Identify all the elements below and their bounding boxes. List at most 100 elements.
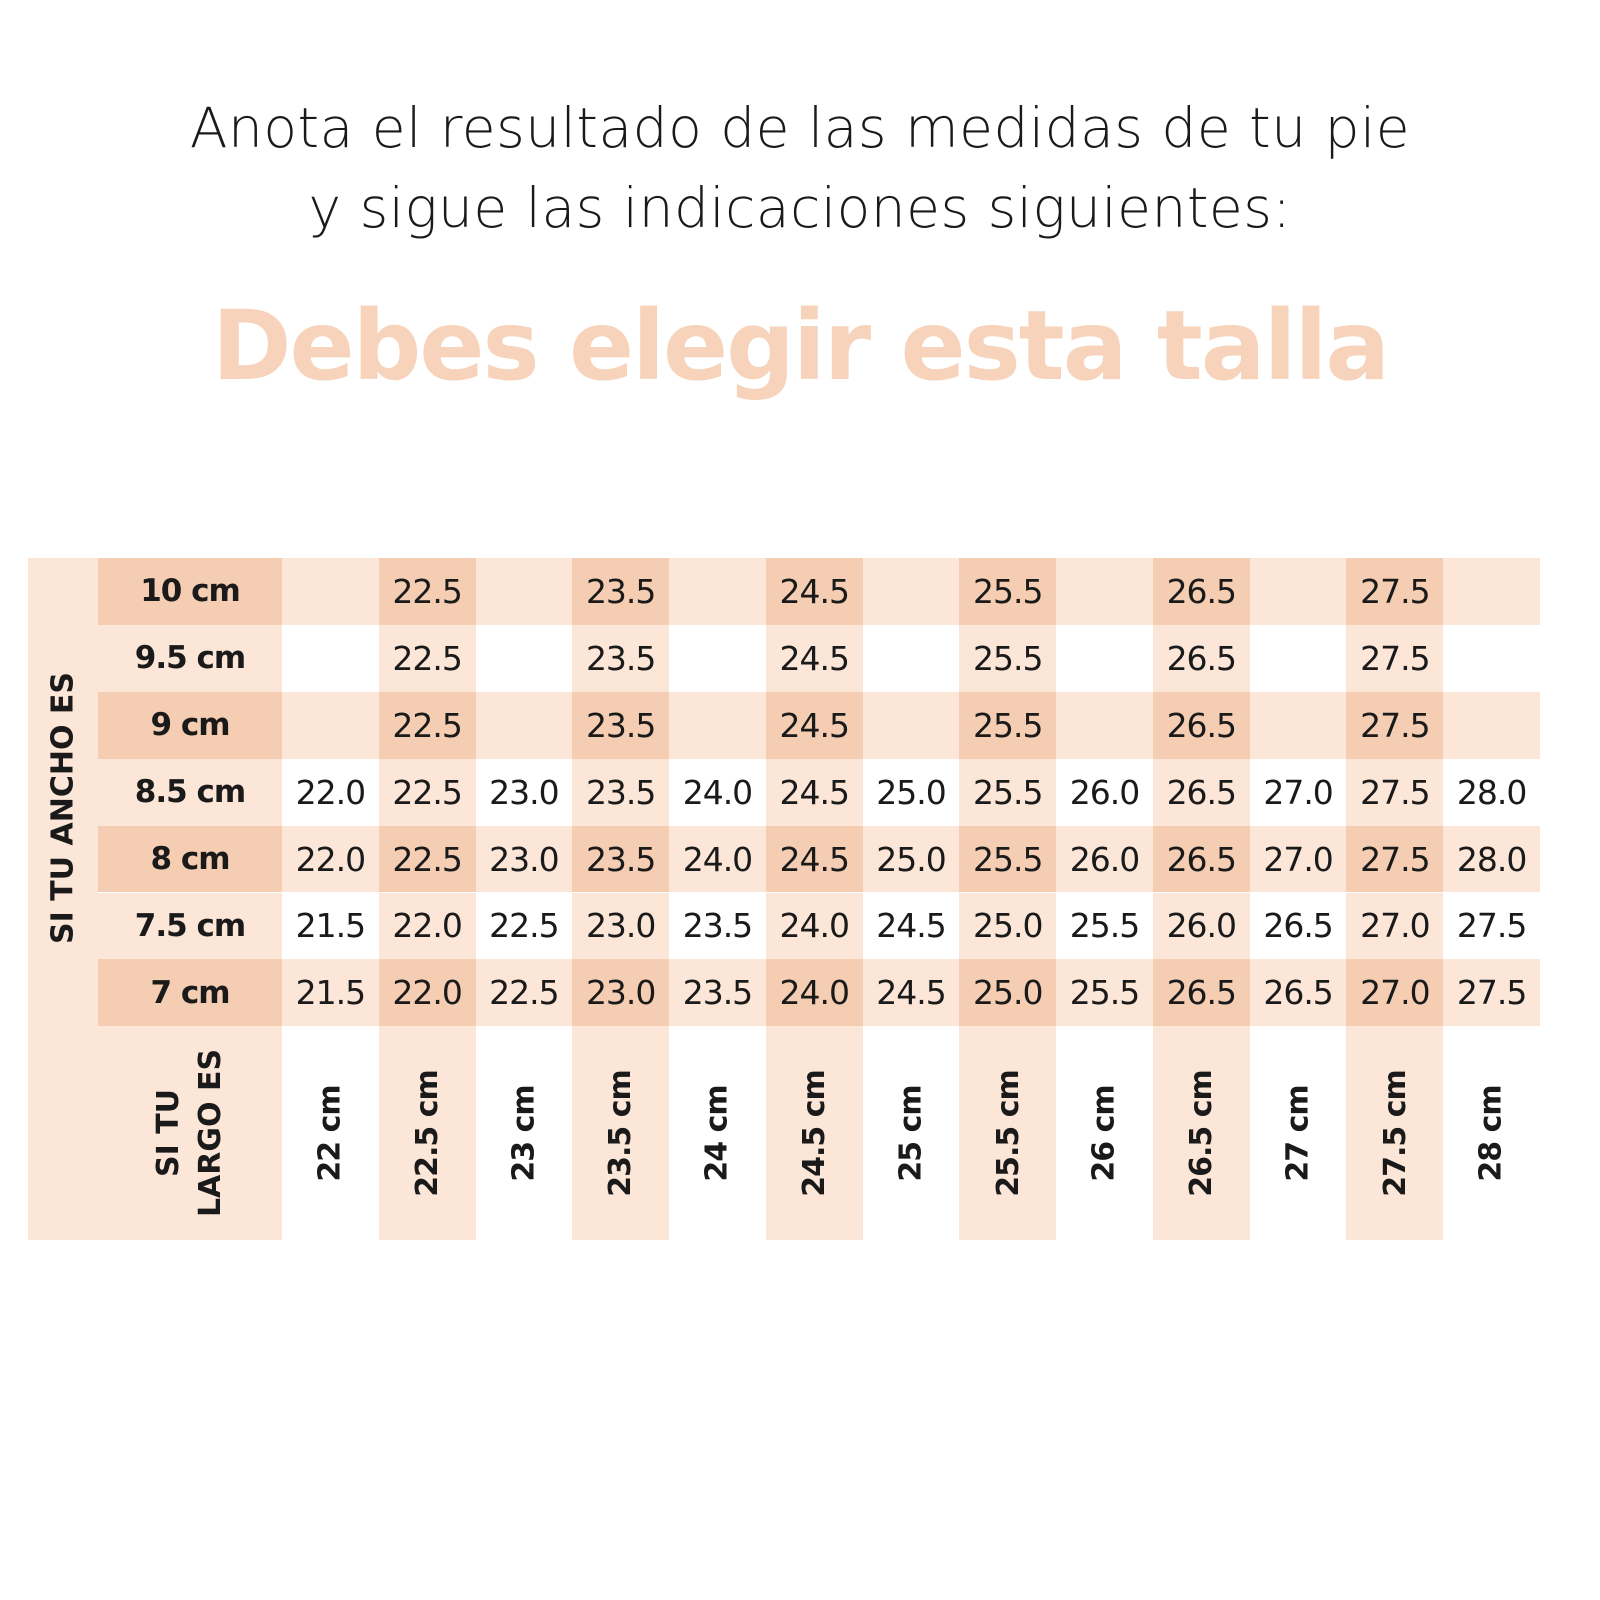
size-cell: 26.5 [1249,892,1347,960]
size-cell [1056,558,1153,625]
size-cell: 24.5 [765,825,863,893]
size-cell [1249,558,1347,625]
intro-line-2: y sigue las indicaciones siguientes: [308,176,1292,240]
size-cell: 23.0 [475,825,573,893]
size-cell: 22.5 [475,959,573,1027]
column-header-length: 28 cm [1443,1026,1540,1241]
size-cell: 27.5 [1346,558,1444,625]
column-header-length: 25.5 cm [959,1026,1057,1241]
size-cell [862,624,960,692]
column-header-length: 23.5 cm [572,1026,670,1241]
size-cell: 25.5 [959,691,1057,759]
size-cell: 22.0 [378,892,476,960]
size-cell: 22.0 [378,959,476,1027]
length-axis-label-text: SI TU LARGO ES [148,1049,232,1217]
size-cell: 25.5 [959,758,1057,826]
size-cell [282,558,379,625]
length-label: 28 cm [1474,1085,1510,1182]
size-cell: 26.5 [1249,959,1347,1027]
size-cell [862,691,960,759]
size-cell: 27.0 [1346,959,1444,1027]
size-cell: 27.0 [1249,758,1347,826]
size-cell [475,691,573,759]
length-label: 23.5 cm [603,1070,639,1197]
size-cell: 25.5 [959,624,1057,692]
width-axis-label: SI TU ANCHO ES [28,558,98,1240]
intro-text: Anota el resultado de las medidas de tu … [0,88,1600,248]
size-cell: 26.5 [1152,691,1250,759]
size-cell [475,624,573,692]
length-label: 22 cm [312,1085,348,1182]
length-label: 22.5 cm [409,1070,445,1197]
size-cell: 23.5 [572,624,670,692]
size-cell: 26.5 [1152,959,1250,1027]
size-cell: 22.5 [378,558,476,625]
size-cell: 27.5 [1346,825,1444,893]
size-cell: 25.5 [959,558,1057,625]
size-cell: 23.5 [572,558,670,625]
size-cell: 21.5 [282,959,379,1027]
intro-line-1: Anota el resultado de las medidas de tu … [189,96,1411,160]
size-cell: 24.5 [765,691,863,759]
length-label: 24 cm [699,1085,735,1182]
size-cell: 25.5 [1056,959,1153,1027]
column-header-length: 27 cm [1249,1026,1347,1241]
size-cell: 24.0 [669,758,766,826]
length-label: 24.5 cm [796,1070,832,1197]
headline: Debes elegir esta talla [211,290,1390,402]
size-cell: 26.0 [1056,825,1153,893]
size-cell: 22.5 [378,691,476,759]
size-cell: 27.5 [1346,758,1444,826]
size-cell: 26.0 [1056,758,1153,826]
length-label: 26.5 cm [1183,1070,1219,1197]
size-cell: 24.5 [862,892,960,960]
size-cell: 26.5 [1152,758,1250,826]
size-cell [1056,691,1153,759]
size-cell: 22.5 [378,758,476,826]
size-cell: 24.5 [765,758,863,826]
size-cell [282,624,379,692]
length-label: 26 cm [1087,1085,1123,1182]
size-cell: 24.5 [862,959,960,1027]
size-cell: 23.5 [669,892,766,960]
size-cell: 27.0 [1346,892,1444,960]
size-cell: 28.0 [1443,825,1540,893]
size-cell [475,558,573,625]
column-header-length: 27.5 cm [1346,1026,1444,1241]
size-cell: 24.5 [765,558,863,625]
size-cell: 23.5 [669,959,766,1027]
row-header-width: 7.5 cm [98,892,282,960]
row-header-width: 8 cm [98,825,282,893]
size-cell: 25.5 [1056,892,1153,960]
column-header-length: 24.5 cm [765,1026,863,1241]
length-label: 23 cm [506,1085,542,1182]
size-cell: 24.5 [765,624,863,692]
size-cell: 24.0 [765,959,863,1027]
column-header-length: 26 cm [1056,1026,1153,1241]
size-cell: 23.0 [475,758,573,826]
length-label: 25 cm [893,1085,929,1182]
size-cell [1443,691,1540,759]
size-cell [1249,691,1347,759]
size-cell [669,624,766,692]
size-cell: 22.5 [378,624,476,692]
width-axis-label-text: SI TU ANCHO ES [45,672,81,944]
size-cell: 21.5 [282,892,379,960]
size-cell: 27.0 [1249,825,1347,893]
column-header-length: 26.5 cm [1152,1026,1250,1241]
size-cell: 23.5 [572,825,670,893]
length-label: 27 cm [1280,1085,1316,1182]
size-cell: 22.5 [475,892,573,960]
size-cell: 26.5 [1152,558,1250,625]
length-axis-label: SI TU LARGO ES [98,1026,282,1240]
size-cell: 26.0 [1152,892,1250,960]
size-cell [1443,624,1540,692]
length-label-line-2: LARGO ES [192,1048,228,1218]
size-cell: 25.0 [959,892,1057,960]
size-table: SI TU ANCHO ES SI TU LARGO ES 10 cm 22.5 2… [28,558,1540,1241]
size-cell: 23.5 [572,691,670,759]
size-cell: 25.0 [959,959,1057,1027]
column-header-length: 25 cm [862,1026,960,1241]
size-cell: 25.5 [959,825,1057,893]
size-cell: 22.5 [378,825,476,893]
